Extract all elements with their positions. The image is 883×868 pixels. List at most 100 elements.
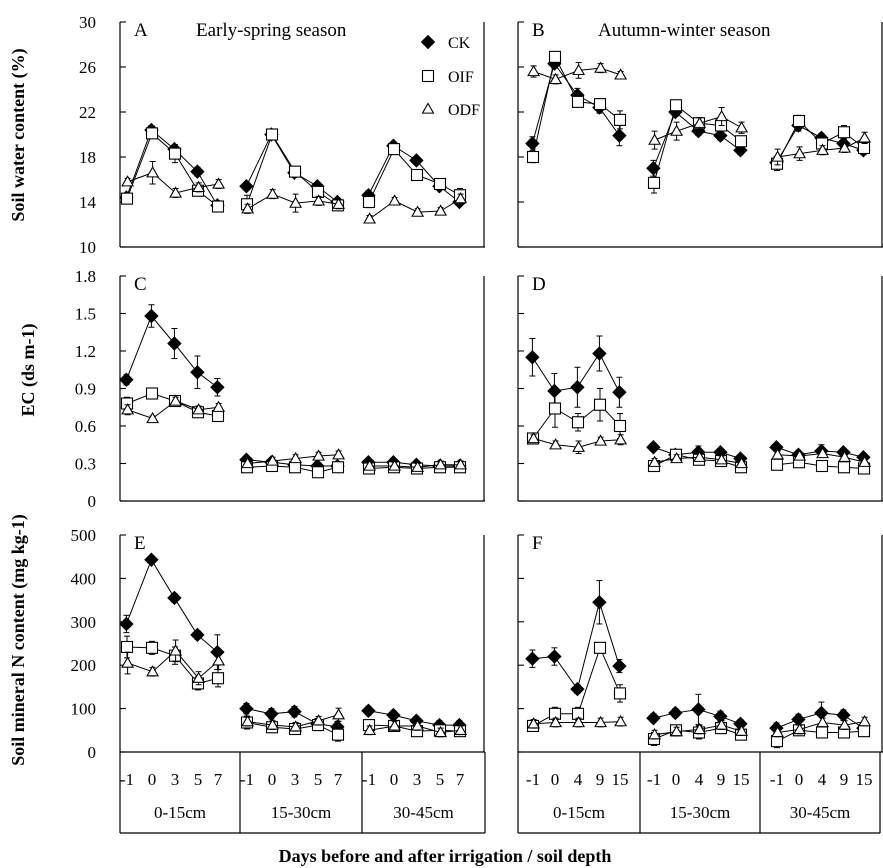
point-ck — [668, 705, 683, 721]
point-ck — [167, 590, 182, 606]
x-tick-label: 7 — [334, 770, 343, 789]
x-tick-label: 9 — [840, 770, 849, 789]
point-ck — [264, 706, 279, 722]
point-odf — [594, 434, 608, 446]
ylabel-soil-water: Soil water content (%) — [8, 48, 29, 221]
point-odf — [289, 451, 303, 464]
panel-B: B Autumn-winter season — [517, 20, 883, 248]
point-ck — [409, 153, 424, 168]
point-odf — [670, 724, 684, 737]
x-tick-label: 7 — [214, 770, 223, 789]
point-oif — [571, 416, 585, 429]
point-oif — [593, 398, 607, 411]
x-tick-label: 0 — [148, 770, 157, 789]
point-odf — [858, 455, 872, 467]
x-tick-label: 3 — [171, 770, 180, 789]
point-ck — [119, 372, 134, 387]
point-odf — [312, 194, 326, 206]
x-tick-label: 4 — [818, 770, 827, 789]
x-tick-label: 3 — [413, 770, 422, 789]
y-tick-label: 200 — [71, 656, 97, 675]
point-oif — [288, 165, 302, 178]
point-oif — [211, 409, 225, 423]
ylabel-mineral-n: Soil mineral N content (mg kg-1) — [8, 514, 29, 765]
point-oif — [548, 402, 562, 415]
point-odf — [121, 403, 135, 415]
point-odf — [858, 131, 872, 143]
point-odf — [332, 197, 346, 209]
point-odf — [816, 715, 830, 728]
x-tick-label: 0 — [795, 770, 804, 789]
point-oif — [815, 726, 829, 739]
point-odf — [121, 175, 135, 187]
panel-letter: C — [134, 274, 147, 295]
x-tick-label: 0 — [551, 770, 560, 789]
series-line-ck — [125, 558, 218, 653]
x-tick-label: -1 — [647, 770, 661, 789]
y-tick-label: 30 — [79, 13, 96, 32]
panel-D: D — [517, 274, 883, 502]
point-oif — [265, 128, 279, 141]
point-odf — [192, 180, 206, 193]
point-ck — [386, 707, 401, 723]
point-odf — [572, 440, 586, 452]
point-ck — [612, 658, 627, 674]
x-tick-label: -1 — [240, 770, 254, 789]
x-tick-label: 4 — [574, 770, 583, 789]
x-tick-label: 0 — [672, 770, 681, 789]
legend: CK OIF ODF — [420, 34, 480, 119]
y-tick-label: 10 — [79, 238, 96, 257]
point-odf — [146, 166, 160, 178]
point-oif — [362, 195, 376, 209]
panel-letter: D — [532, 274, 546, 295]
point-ck — [361, 703, 376, 718]
point-odf — [527, 717, 541, 729]
point-oif — [734, 135, 748, 148]
legend-label-ck: CK — [448, 35, 471, 52]
point-oif — [593, 641, 607, 654]
point-ck — [210, 380, 225, 395]
x-tick-label: 9 — [717, 770, 726, 789]
point-oif — [145, 641, 159, 654]
y-tick-label: 400 — [71, 569, 97, 588]
point-ck — [547, 649, 562, 664]
x-tick-label: 3 — [291, 770, 300, 789]
point-ck — [144, 552, 159, 567]
point-oif — [311, 466, 325, 479]
point-odf — [614, 68, 628, 80]
panel-letter: B — [532, 20, 545, 41]
point-odf — [693, 116, 707, 128]
point-odf — [549, 72, 563, 85]
point-odf — [454, 192, 468, 204]
point-odf — [594, 715, 608, 728]
point-oif — [526, 150, 540, 164]
legend-marker-ck — [420, 34, 436, 50]
point-ck — [287, 704, 302, 719]
point-ck — [570, 681, 585, 697]
point-odf — [363, 723, 377, 735]
point-oif — [145, 127, 159, 140]
point-odf — [572, 715, 586, 728]
point-ck — [167, 336, 182, 351]
point-oif — [145, 387, 159, 400]
point-ck — [570, 380, 585, 395]
point-ck — [814, 705, 829, 721]
x-tick-label: -1 — [770, 770, 784, 789]
point-ck — [239, 701, 254, 716]
y-tick-label: 100 — [71, 700, 97, 719]
x-tick-label: -1 — [362, 770, 376, 789]
y-tick-label: 0.9 — [75, 380, 96, 399]
point-odf — [363, 212, 377, 224]
point-odf — [793, 722, 807, 735]
point-oif — [120, 192, 134, 205]
series-line-ck — [125, 315, 218, 388]
series-line-odf — [127, 172, 219, 194]
point-ck — [239, 179, 254, 194]
legend-label-odf: ODF — [448, 102, 480, 119]
point-ck — [646, 161, 661, 176]
point-odf — [146, 411, 160, 424]
depth-label: 30-45cm — [790, 803, 850, 822]
legend-marker-oif — [421, 69, 435, 83]
point-odf — [735, 456, 749, 469]
